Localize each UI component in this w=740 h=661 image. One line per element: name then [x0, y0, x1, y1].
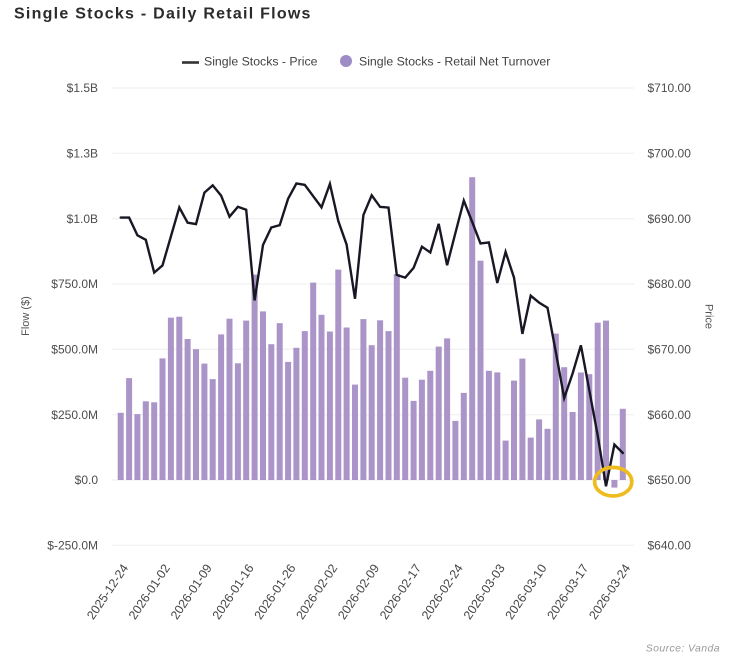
svg-text:$700.00: $700.00: [648, 147, 692, 161]
svg-text:$640.00: $640.00: [648, 539, 692, 553]
svg-text:$250.0M: $250.0M: [51, 408, 98, 422]
svg-text:$500.0M: $500.0M: [51, 343, 98, 357]
svg-text:Single Stocks - Daily Retail: Single Stocks - Daily Retail Flows: [14, 6, 312, 23]
svg-text:$660.00: $660.00: [648, 408, 692, 422]
svg-text:$0.0: $0.0: [75, 473, 99, 487]
svg-text:$670.00: $670.00: [648, 343, 692, 357]
svg-text:Price: Price: [703, 304, 715, 329]
svg-text:Single Stocks - Retail Net Tur: Single Stocks - Retail Net Turnover: [359, 55, 550, 69]
svg-text:$750.0M: $750.0M: [51, 277, 98, 291]
svg-text:Flow ($): Flow ($): [20, 296, 32, 336]
svg-text:$680.00: $680.00: [648, 277, 692, 291]
svg-text:$710.00: $710.00: [648, 81, 692, 95]
svg-text:$-250.0M: $-250.0M: [47, 539, 98, 553]
svg-text:$650.00: $650.00: [648, 473, 692, 487]
svg-text:Single Stocks - Price: Single Stocks - Price: [204, 55, 318, 69]
svg-text:$1.0B: $1.0B: [67, 212, 98, 226]
svg-text:Source: Vanda: Source: Vanda: [646, 643, 720, 655]
svg-text:$1.5B: $1.5B: [67, 81, 98, 95]
svg-text:$1.3B: $1.3B: [67, 147, 98, 161]
svg-text:$690.00: $690.00: [648, 212, 692, 226]
